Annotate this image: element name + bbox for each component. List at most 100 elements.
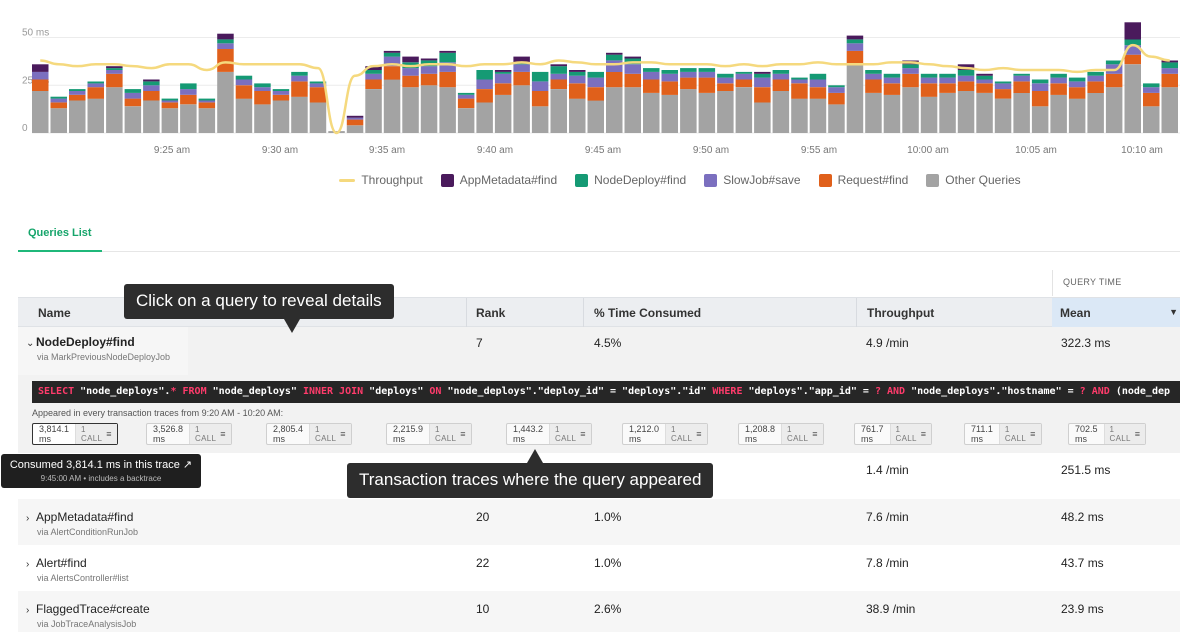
table-row[interactable]: › AppMetadata#find via AlertConditionRunJ… <box>18 499 1180 545</box>
bar-segment-appmetadata-find[interactable] <box>217 33 234 40</box>
bar-segment-other-queries[interactable] <box>87 98 105 133</box>
bar-segment-slowjob-save[interactable] <box>883 77 901 84</box>
bar-segment-nodedeploy-find[interactable] <box>69 89 86 91</box>
bar-segment-other-queries[interactable] <box>1087 92 1104 133</box>
bar-segment-request-find[interactable] <box>791 83 808 99</box>
col-rank-header[interactable]: Rank <box>476 306 506 320</box>
bar-segment-request-find[interactable] <box>809 87 827 99</box>
bar-segment-appmetadata-find[interactable] <box>606 52 623 55</box>
bar-segment-slowjob-save[interactable] <box>235 79 253 86</box>
query-name[interactable]: FlaggedTrace#create <box>36 602 150 616</box>
query-name[interactable]: AppMetadata#find <box>36 510 134 524</box>
bar-segment-request-find[interactable] <box>754 87 771 103</box>
trace-chip[interactable]: 711.1 ms 1 CALL ≡ <box>964 423 1042 445</box>
bar-segment-appmetadata-find[interactable] <box>420 58 438 61</box>
bar-segment-appmetadata-find[interactable] <box>383 50 401 53</box>
bar-segment-nodedeploy-find[interactable] <box>643 68 660 72</box>
bar-segment-nodedeploy-find[interactable] <box>106 68 123 70</box>
bar-segment-request-find[interactable] <box>976 83 993 93</box>
bar-segment-request-find[interactable] <box>513 71 530 86</box>
bar-segment-nodedeploy-find[interactable] <box>180 83 197 90</box>
bar-segment-slowjob-save[interactable] <box>32 71 49 80</box>
bar-segment-other-queries[interactable] <box>457 108 475 133</box>
bar-segment-request-find[interactable] <box>457 98 475 109</box>
bar-segment-request-find[interactable] <box>902 73 919 88</box>
bar-segment-other-queries[interactable] <box>143 100 160 134</box>
bar-segment-request-find[interactable] <box>606 71 623 88</box>
bar-segment-nodedeploy-find[interactable] <box>550 66 568 74</box>
bar-segment-other-queries[interactable] <box>735 87 753 133</box>
bar-segment-nodedeploy-find[interactable] <box>1050 73 1067 78</box>
bar-segment-appmetadata-find[interactable] <box>624 56 642 59</box>
bar-segment-slowjob-save[interactable] <box>902 68 919 74</box>
trace-chip[interactable]: 761.7 ms 1 CALL ≡ <box>854 423 933 445</box>
bar-segment-other-queries[interactable] <box>365 89 382 133</box>
col-mean-header[interactable]: Mean ▼ <box>1052 298 1180 327</box>
bar-segment-slowjob-save[interactable] <box>494 73 512 84</box>
bar-segment-request-find[interactable] <box>69 94 86 101</box>
bar-segment-other-queries[interactable] <box>476 102 493 134</box>
bar-segment-request-find[interactable] <box>920 83 938 97</box>
bar-segment-slowjob-save[interactable] <box>791 79 808 84</box>
bar-segment-nodedeploy-find[interactable] <box>254 83 271 88</box>
bar-segment-slowjob-save[interactable] <box>976 79 993 84</box>
bar-segment-request-find[interactable] <box>124 98 142 107</box>
bar-segment-request-find[interactable] <box>698 77 716 93</box>
bar-segment-slowjob-save[interactable] <box>735 73 753 80</box>
bar-segment-request-find[interactable] <box>50 102 68 109</box>
bar-segment-nodedeploy-find[interactable] <box>569 71 586 76</box>
bar-segment-nodedeploy-find[interactable] <box>587 71 605 78</box>
trace-chip[interactable]: 2,805.4 ms 1 CALL ≡ <box>266 423 352 445</box>
bar-segment-slowjob-save[interactable] <box>309 83 327 88</box>
bar-segment-other-queries[interactable] <box>661 94 679 133</box>
bar-segment-request-find[interactable] <box>772 79 790 92</box>
bar-segment-slowjob-save[interactable] <box>550 73 568 80</box>
bar-segment-slowjob-save[interactable] <box>1143 87 1160 93</box>
bar-segment-nodedeploy-find[interactable] <box>1068 77 1086 82</box>
bar-segment-request-find[interactable] <box>365 79 382 90</box>
bar-segment-appmetadata-find[interactable] <box>550 64 568 67</box>
bar-segment-other-queries[interactable] <box>420 85 438 133</box>
bar-segment-nodedeploy-find[interactable] <box>1161 62 1179 69</box>
tab-queries-list[interactable]: Queries List <box>18 222 102 252</box>
bar-segment-request-find[interactable] <box>624 73 642 88</box>
bar-segment-slowjob-save[interactable] <box>291 75 308 82</box>
bar-segment-request-find[interactable] <box>1124 54 1142 65</box>
bar-segment-nodedeploy-find[interactable] <box>957 70 975 76</box>
bar-segment-request-find[interactable] <box>309 87 327 103</box>
bar-segment-nodedeploy-find[interactable] <box>772 70 790 74</box>
bar-segment-slowjob-save[interactable] <box>161 100 179 103</box>
bar-segment-request-find[interactable] <box>531 91 549 107</box>
bar-segment-nodedeploy-find[interactable] <box>661 70 679 74</box>
bar-segment-request-find[interactable] <box>680 77 697 90</box>
bar-segment-slowjob-save[interactable] <box>865 73 882 80</box>
bar-segment-slowjob-save[interactable] <box>680 71 697 78</box>
bar-segment-request-find[interactable] <box>87 87 105 99</box>
bar-segment-other-queries[interactable] <box>513 85 530 133</box>
bar-segment-slowjob-save[interactable] <box>717 77 734 84</box>
bar-segment-other-queries[interactable] <box>106 87 123 133</box>
bar-segment-other-queries[interactable] <box>569 98 586 133</box>
bar-segment-request-find[interactable] <box>161 102 179 109</box>
bar-segment-appmetadata-find[interactable] <box>513 56 530 63</box>
bar-segment-other-queries[interactable] <box>1050 94 1067 133</box>
bar-segment-other-queries[interactable] <box>698 92 716 133</box>
bar-segment-request-find[interactable] <box>1105 73 1123 88</box>
bar-segment-other-queries[interactable] <box>717 91 734 133</box>
bar-segment-other-queries[interactable] <box>883 94 901 133</box>
bar-segment-other-queries[interactable] <box>235 98 253 133</box>
bar-segment-other-queries[interactable] <box>1068 98 1086 133</box>
bar-segment-other-queries[interactable] <box>439 87 456 133</box>
bar-segment-other-queries[interactable] <box>346 125 364 133</box>
bar-segment-slowjob-save[interactable] <box>402 68 419 76</box>
bar-segment-other-queries[interactable] <box>902 87 919 133</box>
bar-segment-request-find[interactable] <box>420 73 438 86</box>
bar-segment-other-queries[interactable] <box>828 104 845 133</box>
bar-segment-other-queries[interactable] <box>1013 92 1030 133</box>
bar-segment-nodedeploy-find[interactable] <box>791 77 808 80</box>
bar-segment-appmetadata-find[interactable] <box>846 35 864 40</box>
external-link-icon[interactable]: ↗ <box>182 459 193 471</box>
bar-segment-nodedeploy-find[interactable] <box>828 85 845 88</box>
bar-segment-request-find[interactable] <box>476 89 493 103</box>
bar-segment-slowjob-save[interactable] <box>698 71 716 78</box>
